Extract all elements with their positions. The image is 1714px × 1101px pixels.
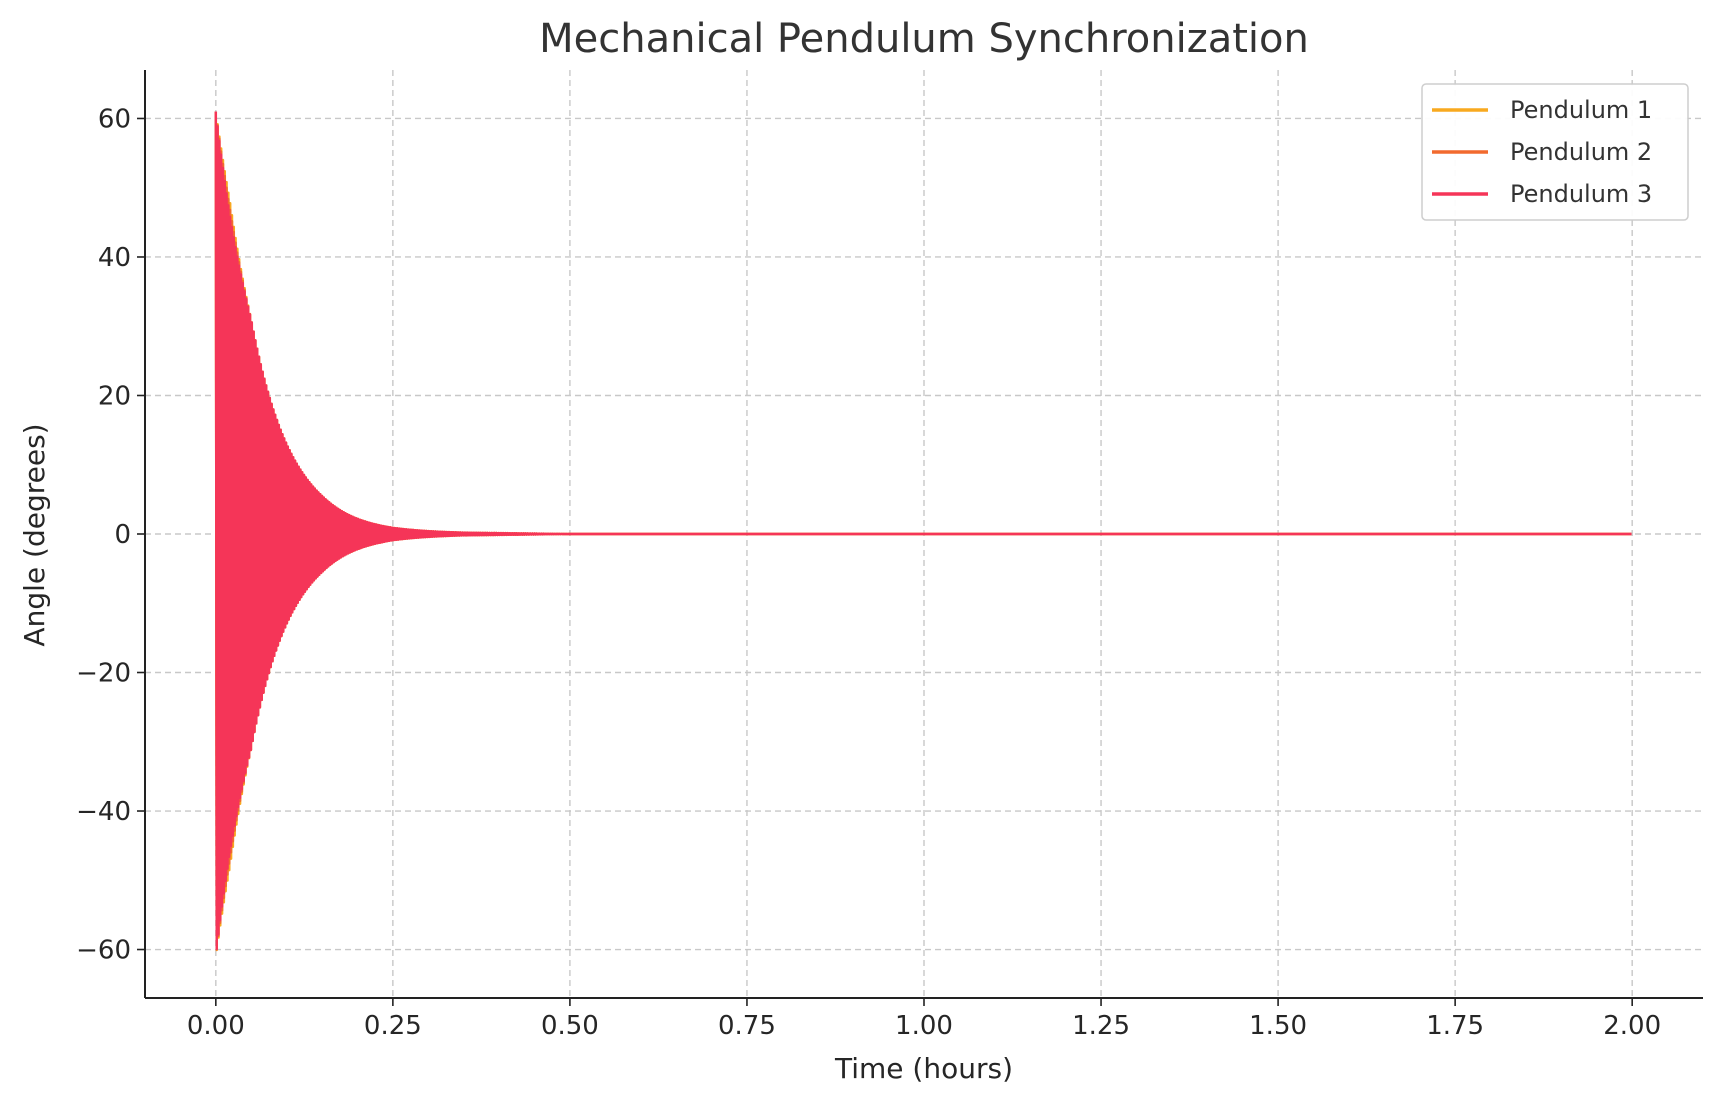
legend-box bbox=[1421, 83, 1689, 221]
x-tick-label: 2.00 bbox=[1603, 1011, 1661, 1041]
y-tick-label: −20 bbox=[76, 659, 131, 689]
y-tick-label: −60 bbox=[76, 936, 131, 966]
x-tick-label: 1.00 bbox=[895, 1011, 953, 1041]
x-tick-label: 1.75 bbox=[1426, 1011, 1484, 1041]
legend: Pendulum 1 Pendulum 2 Pendulum 3 bbox=[1421, 83, 1689, 221]
x-tick-label: 0.00 bbox=[187, 1011, 245, 1041]
legend-label: Pendulum 3 bbox=[1510, 180, 1652, 208]
chart-title: Mechanical Pendulum Synchronization bbox=[539, 16, 1309, 62]
y-tick-label: 40 bbox=[98, 243, 131, 273]
y-tick-label: 60 bbox=[98, 104, 131, 134]
y-axis-label: Angle (degrees) bbox=[18, 423, 51, 646]
x-tick-label: 1.25 bbox=[1072, 1011, 1130, 1041]
x-tick-label: 1.50 bbox=[1249, 1011, 1307, 1041]
x-tick-label: 0.25 bbox=[364, 1011, 422, 1041]
x-tick-label: 0.75 bbox=[718, 1011, 776, 1041]
series-layer bbox=[214, 111, 1632, 952]
legend-label: Pendulum 1 bbox=[1510, 96, 1652, 124]
series-line-3 bbox=[214, 111, 1632, 951]
x-tick-label: 0.50 bbox=[541, 1011, 599, 1041]
ticks-layer: 0.00 0.25 0.50 0.75 1.00 1.25 1.50 1.75 2.00 60 40… bbox=[76, 104, 1661, 1041]
y-tick-label: 0 bbox=[114, 520, 131, 550]
legend-label: Pendulum 2 bbox=[1510, 138, 1652, 166]
x-axis-label: Time (hours) bbox=[834, 1052, 1013, 1085]
y-tick-label: 20 bbox=[98, 381, 131, 411]
y-tick-label: −40 bbox=[76, 797, 131, 827]
